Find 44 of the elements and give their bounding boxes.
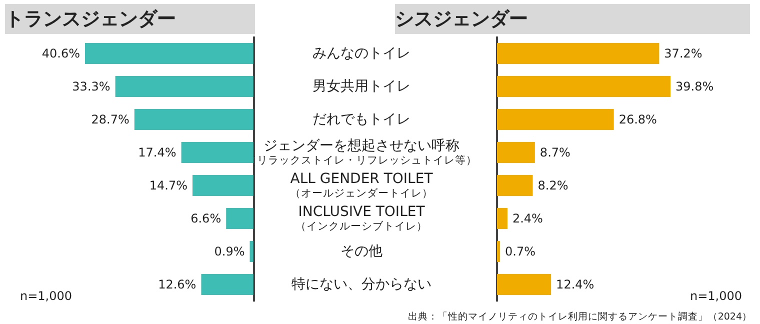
bar [85,43,254,64]
bar [497,43,660,64]
y-tick-label: その他 [340,244,382,260]
data-label: 0.7% [505,244,536,258]
data-label: 14.7% [149,178,188,192]
text: n=1,000 [20,289,72,303]
bar [201,274,254,295]
y-tick-label: 男女共用トイレ [312,78,410,94]
data-label: 33.3% [72,80,110,94]
data-label: 12.4% [556,278,594,292]
bar [192,175,254,196]
bar [134,109,254,130]
y-tick-label: INCLUSIVE TOILET（インクルーシブトイレ） [296,204,428,232]
data-label: 39.8% [676,80,714,94]
data-label: 26.8% [618,112,657,126]
bar [497,142,535,163]
bar [497,241,500,262]
data-label: 40.6% [42,46,80,60]
y-tick-label: だれでもトイレ [312,112,410,128]
bar [226,208,254,229]
data-label: 17.4% [138,146,176,160]
bar [497,109,614,130]
y-tick-label: みんなのトイレ [312,46,410,62]
y-tick-label: ALL GENDER TOILET（オールジェンダートイレ） [290,171,434,200]
bar [497,76,671,97]
bar [181,142,254,163]
data-label: 8.7% [540,146,570,160]
data-label: 12.6% [158,278,196,292]
text: n=1,000 [690,289,742,303]
chart-title: トランスジェンダー [5,8,176,30]
bar [250,241,254,262]
data-label: 0.9% [214,244,245,258]
bar [115,76,254,97]
source-note: 出典：「性的マイノリティのトイレ利用に関するアンケート調査」（2024） [408,310,752,322]
data-label: 28.7% [91,112,130,126]
data-label: 2.4% [512,212,543,226]
data-label: 6.6% [190,212,222,226]
bar [497,175,533,196]
bar [497,274,552,295]
data-label: 8.2% [538,178,568,192]
bar [497,208,508,229]
data-label: 37.2% [664,46,702,60]
y-tick-label: 特にない、分からない [292,276,432,292]
chart-title: シスジェンダー [395,8,528,30]
